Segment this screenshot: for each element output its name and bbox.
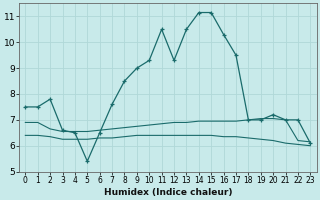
X-axis label: Humidex (Indice chaleur): Humidex (Indice chaleur) xyxy=(104,188,232,197)
